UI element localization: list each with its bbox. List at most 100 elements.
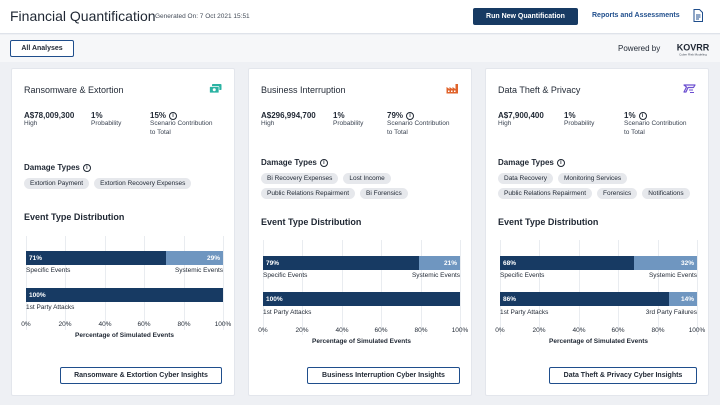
bar-value-label: 32%: [680, 260, 694, 267]
damage-type-chip: Monitoring Services: [558, 173, 628, 184]
bar-value-label: 14%: [680, 296, 694, 303]
stacked-bar[interactable]: 100%: [26, 288, 223, 302]
loss-value: A$7,900,400: [498, 111, 544, 120]
damage-type-chip: Notifications: [642, 188, 690, 199]
stacked-bar[interactable]: 71% 29%: [26, 251, 223, 265]
damage-type-chips: Bi Recovery Expenses Lost Income Public Re…: [261, 173, 461, 199]
bar-segment-secondary[interactable]: 32%: [633, 256, 697, 270]
probability-value: 1%: [333, 111, 345, 120]
info-icon[interactable]: i: [319, 158, 328, 167]
bar-segment-primary[interactable]: 68%: [500, 256, 634, 270]
x-tick-label: 80%: [177, 321, 191, 328]
probability-value: 1%: [91, 111, 103, 120]
contribution-value: 1%: [624, 111, 636, 120]
stacked-bar[interactable]: 68% 32%: [500, 256, 697, 270]
probability-label: Probability: [564, 120, 595, 127]
gridline: [105, 236, 106, 330]
money-icon: [209, 84, 222, 94]
metric-contribution: 1% i Scenario Contribution to Total: [624, 111, 687, 137]
bar-segment-secondary[interactable]: 29%: [165, 251, 223, 265]
bar-value-label: 86%: [503, 296, 517, 303]
x-tick-label: 80%: [651, 327, 665, 334]
run-new-quantification-button[interactable]: Run New Quantification: [473, 8, 578, 25]
bar-segment-primary[interactable]: 71%: [26, 251, 166, 265]
gridline: [144, 236, 145, 330]
contribution-value: 79%: [387, 111, 404, 120]
category-label-left: Specific Events: [26, 267, 71, 274]
bar-segment-secondary[interactable]: 14%: [669, 292, 697, 306]
metric-loss: A$7,900,400 High: [498, 111, 544, 129]
bar-segment-primary[interactable]: 100%: [263, 292, 460, 306]
info-icon[interactable]: i: [406, 111, 415, 120]
probability-value: 1%: [564, 111, 576, 120]
stacked-bar[interactable]: 100%: [263, 292, 460, 306]
card-title: Data Theft & Privacy: [498, 85, 581, 95]
x-tick-label: 40%: [572, 327, 586, 334]
category-label-left: 1st Party Attacks: [26, 304, 75, 311]
stacked-bar[interactable]: 86% 14%: [500, 292, 697, 306]
gridline: [381, 240, 382, 335]
damage-type-chips: Extortion Payment Extortion Recovery Expe…: [24, 178, 224, 189]
generated-timestamp: Generated On: 7 Oct 2021 15:51: [155, 13, 250, 20]
bar-segment-primary[interactable]: 79%: [263, 256, 419, 270]
damage-type-chip: Extortion Payment: [24, 178, 90, 189]
gridline: [658, 240, 659, 335]
info-icon[interactable]: i: [82, 163, 91, 172]
contribution-label: Scenario Contribution: [150, 120, 213, 127]
event-type-chart: 0% 20% 40% 60% 80% 100% 79% 21% Specific Events S…: [258, 240, 468, 348]
stacked-bar[interactable]: 79% 21%: [263, 256, 460, 270]
all-analyses-button[interactable]: All Analyses: [10, 40, 74, 57]
gridline: [500, 240, 501, 335]
bar-segment-secondary[interactable]: 21%: [418, 256, 460, 270]
bar-value-label: 79%: [266, 260, 280, 267]
damage-type-chip: Lost Income: [343, 173, 391, 184]
loss-value: A$296,994,700: [261, 111, 316, 120]
scenario-card-ransomware: Ransomware & Extortion A$78,009,300 High…: [11, 68, 235, 396]
metric-loss: A$78,009,300 High: [24, 111, 74, 129]
contribution-value: 15%: [150, 111, 167, 120]
category-label-left: 1st Party Attacks: [500, 309, 549, 316]
kovrr-logo: KOVRR Cyber Risk Modeling: [677, 43, 710, 57]
x-tick-label: 0%: [21, 321, 31, 328]
top-bar: Financial Quantification Generated On: 7…: [0, 0, 720, 34]
reports-and-assessments-link[interactable]: Reports and Assessments: [592, 12, 680, 19]
x-axis-label: Percentage of Simulated Events: [75, 332, 174, 339]
insights-button[interactable]: Ransomware & Extortion Cyber Insights: [60, 367, 222, 384]
category-label-right: Systemic Events: [648, 272, 697, 279]
scenario-card-data-theft: Data Theft & Privacy A$7,900,400 High 1%…: [485, 68, 709, 396]
damage-types-heading: Damage Types i: [261, 158, 328, 167]
x-axis-label: Percentage of Simulated Events: [549, 338, 648, 345]
x-tick-label: 100%: [214, 321, 232, 328]
damage-type-chip: Bi Forensics: [360, 188, 408, 199]
x-tick-label: 60%: [137, 321, 151, 328]
gridline: [263, 240, 264, 335]
document-icon[interactable]: [693, 9, 703, 22]
insights-button[interactable]: Business Interruption Cyber Insights: [307, 367, 460, 384]
x-tick-label: 40%: [98, 321, 112, 328]
bar-segment-primary[interactable]: 86%: [500, 292, 670, 306]
category-label-right: Systemic Events: [411, 272, 460, 279]
gridline: [697, 240, 698, 335]
category-label-left: 1st Party Attacks: [263, 309, 312, 316]
x-tick-label: 0%: [495, 327, 505, 334]
probability-label: Probability: [91, 120, 122, 127]
x-tick-label: 60%: [374, 327, 388, 334]
page-title: Financial Quantification: [10, 8, 156, 24]
info-icon[interactable]: i: [638, 111, 647, 120]
info-icon[interactable]: i: [556, 158, 565, 167]
contribution-label: Scenario Contribution: [624, 120, 687, 127]
event-type-chart: 0% 20% 40% 60% 80% 100% 71% 29% Specific Events S…: [21, 236, 231, 342]
gridline: [302, 240, 303, 335]
event-type-distribution-heading: Event Type Distribution: [24, 212, 125, 222]
loss-label: High: [261, 120, 275, 127]
bar-segment-primary[interactable]: 100%: [26, 288, 223, 302]
card-title: Ransomware & Extortion: [24, 85, 124, 95]
sub-bar: [0, 35, 720, 62]
x-tick-label: 100%: [451, 327, 469, 334]
contribution-label: Scenario Contribution: [387, 120, 450, 127]
damage-type-chip: Public Relations Repairment: [261, 188, 356, 199]
probability-label: Probability: [333, 120, 364, 127]
insights-button[interactable]: Data Theft & Privacy Cyber Insights: [549, 367, 697, 384]
event-type-distribution-heading: Event Type Distribution: [261, 217, 362, 227]
info-icon[interactable]: i: [169, 111, 178, 120]
